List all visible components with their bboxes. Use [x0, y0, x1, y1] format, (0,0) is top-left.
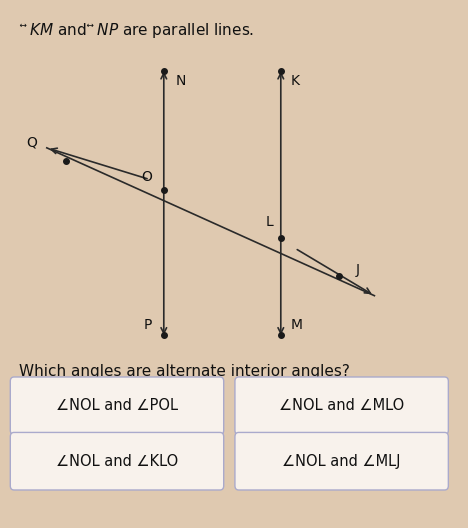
Text: J: J [356, 263, 360, 277]
Text: Q: Q [27, 136, 37, 149]
FancyBboxPatch shape [10, 377, 224, 435]
Text: M: M [290, 318, 302, 332]
Text: N: N [176, 74, 186, 88]
Text: L: L [266, 215, 274, 229]
Text: P: P [144, 318, 152, 332]
Text: ∠NOL and ∠MLJ: ∠NOL and ∠MLJ [282, 454, 401, 469]
Text: ∠NOL and ∠MLO: ∠NOL and ∠MLO [279, 398, 404, 413]
Text: Which angles are alternate interior angles?: Which angles are alternate interior angl… [19, 364, 350, 379]
FancyBboxPatch shape [235, 432, 448, 490]
FancyBboxPatch shape [235, 377, 448, 435]
Text: ∠NOL and ∠POL: ∠NOL and ∠POL [56, 398, 178, 413]
FancyBboxPatch shape [10, 432, 224, 490]
Text: K: K [290, 74, 299, 88]
Text: O: O [141, 170, 152, 184]
Text: ∠NOL and ∠KLO: ∠NOL and ∠KLO [56, 454, 178, 469]
Text: $\overleftrightarrow{KM}$ and $\overleftrightarrow{NP}$ are parallel lines.: $\overleftrightarrow{KM}$ and $\overleft… [19, 21, 254, 40]
